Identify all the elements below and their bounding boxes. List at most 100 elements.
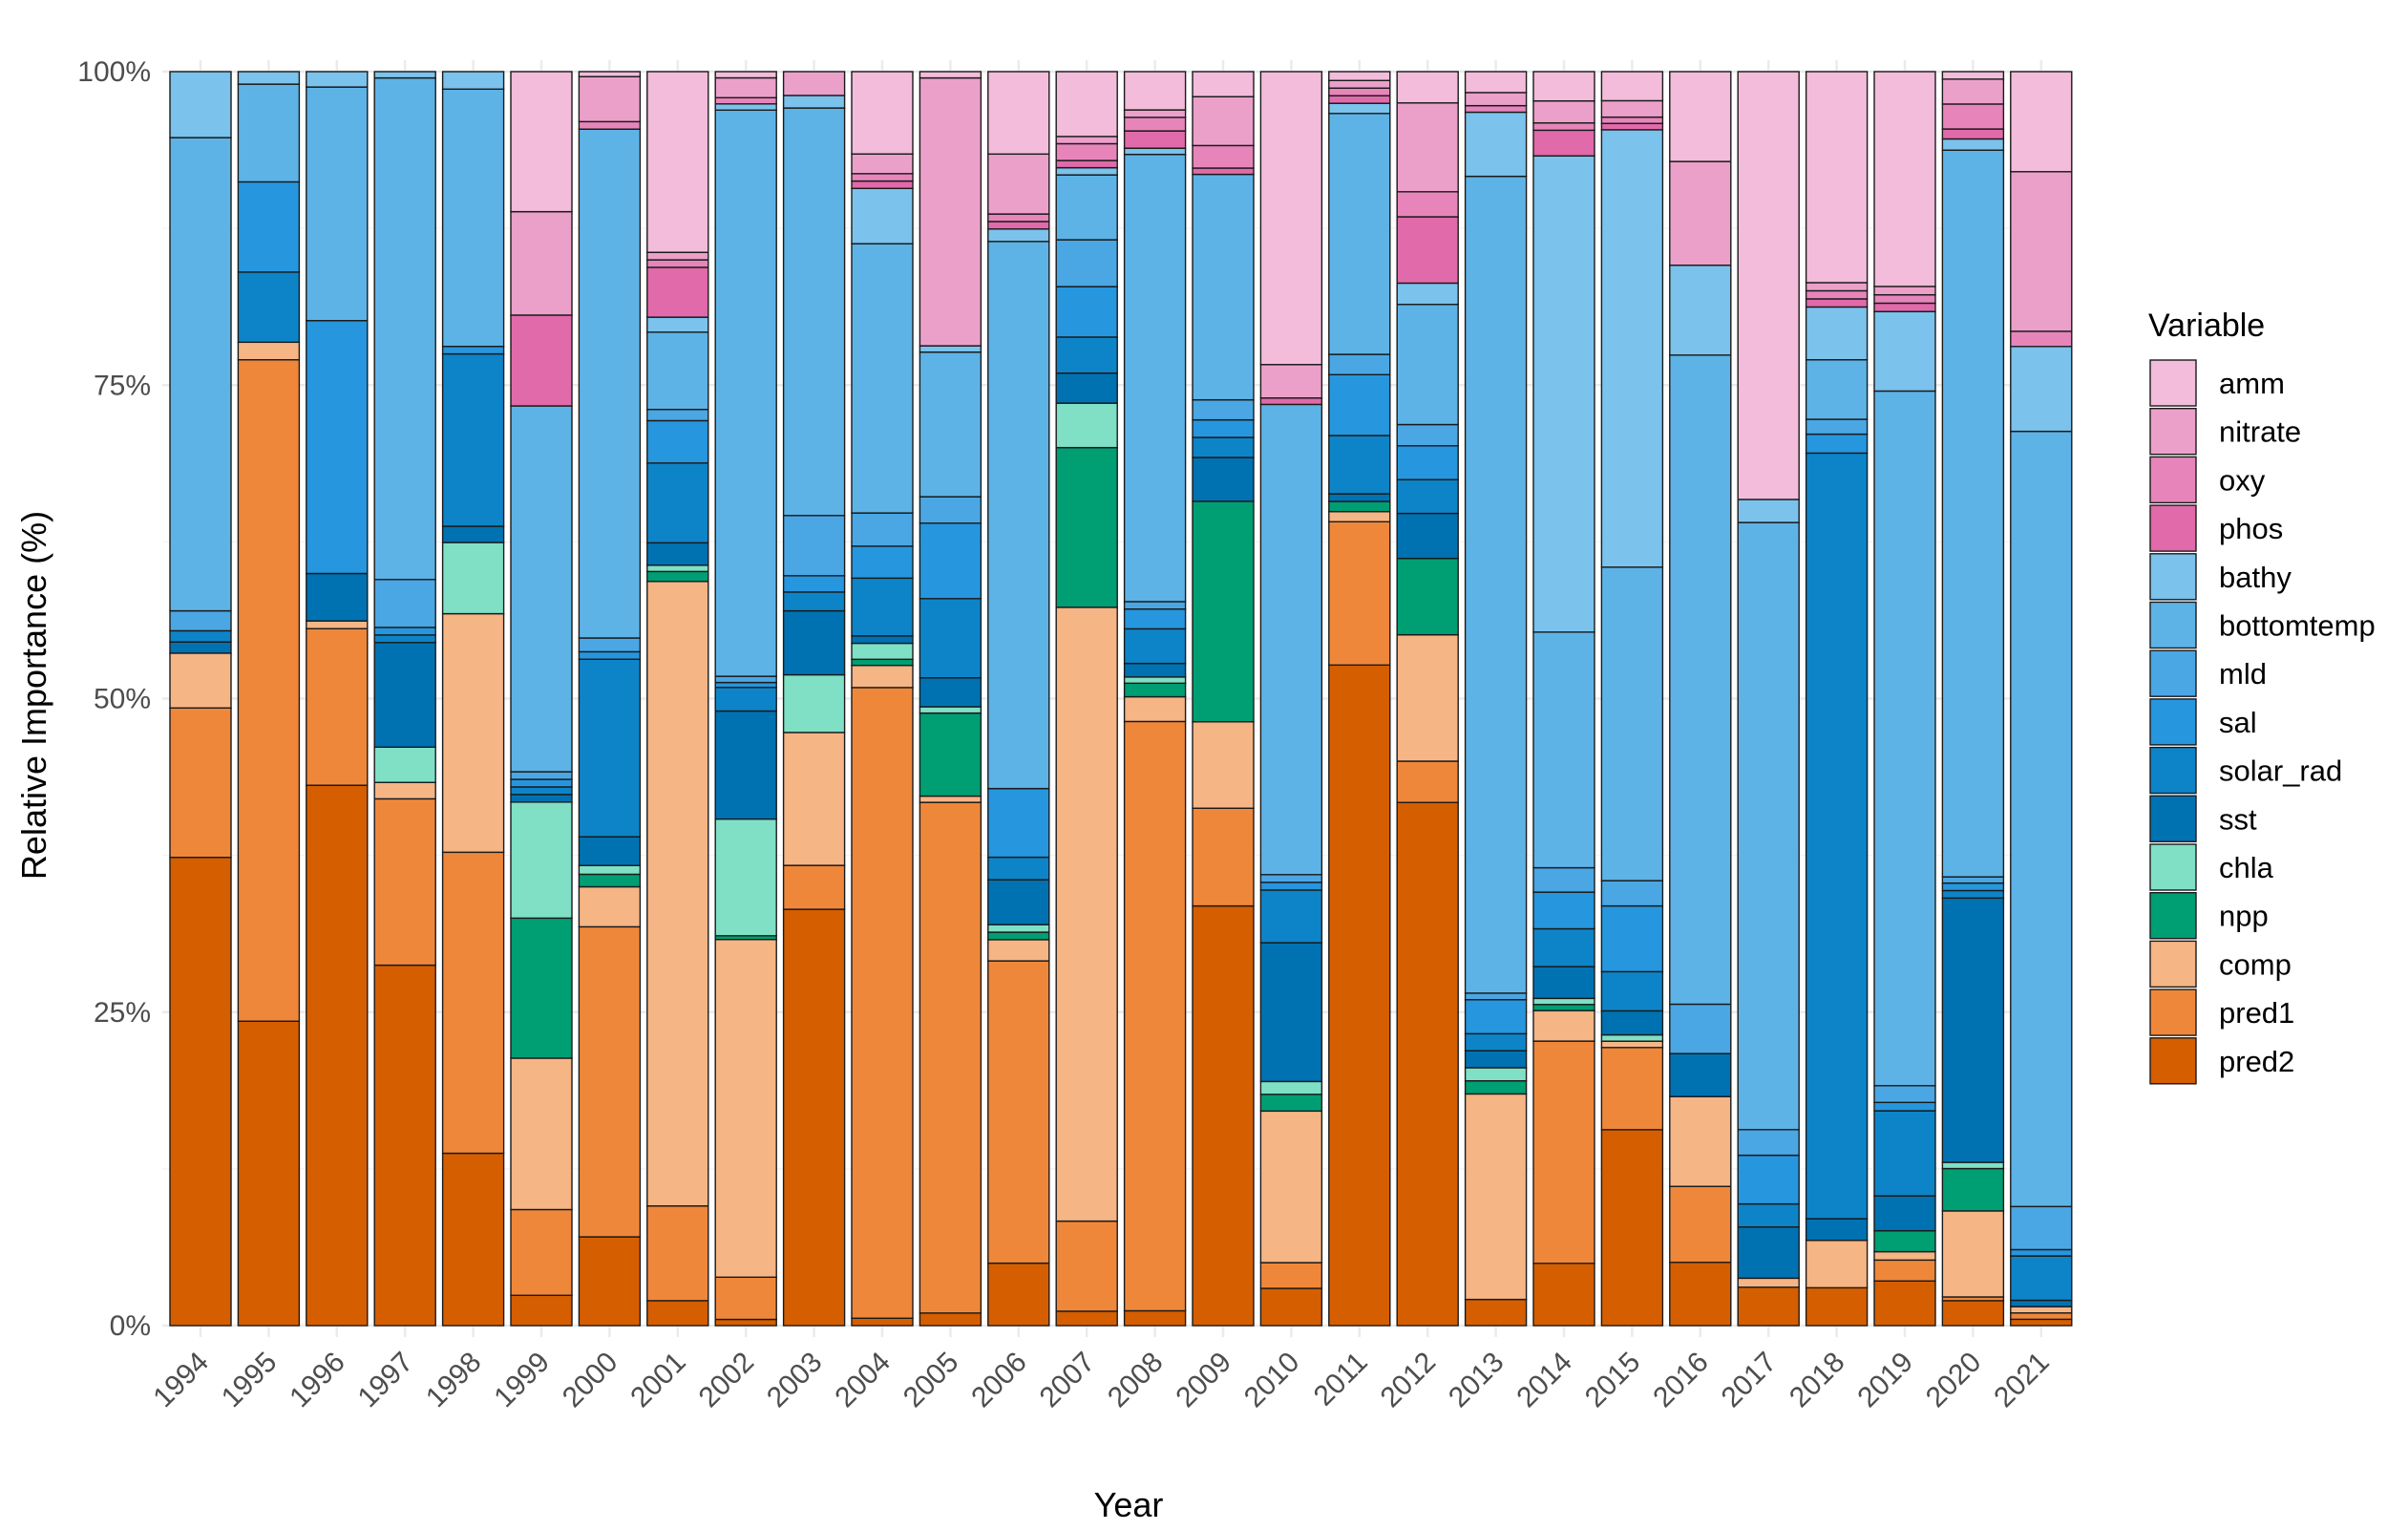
bar-segment-amm-2015 (1600, 71, 1664, 102)
bar-segment-bathy-2019 (1873, 310, 1936, 393)
bar-segment-pred2-1996 (306, 784, 369, 1327)
legend-label-bathy: bathy (2219, 561, 2292, 594)
bar-segment-bathy-2014 (1532, 155, 1595, 633)
bar-segment-oxy-2000 (578, 120, 642, 130)
bar-segment-pred2-2002 (714, 1318, 777, 1327)
bar-segment-comp-1995 (237, 341, 301, 361)
bar-segment-bottomtemp-1998 (441, 88, 505, 348)
bar-segment-chla-2002 (714, 818, 777, 937)
bar-segment-npp-2006 (987, 931, 1050, 941)
bar-segment-pred2-2004 (851, 1317, 914, 1327)
bar-segment-chla-2001 (646, 564, 709, 573)
bar-segment-bottomtemp-2020 (1941, 149, 2005, 878)
bar-segment-mld-2017 (1737, 1129, 1800, 1157)
bar-segment-pred1-2012 (1396, 760, 1459, 803)
bar-segment-bathy-2006 (987, 228, 1050, 243)
bar-segment-solar_rad-2014 (1532, 927, 1595, 967)
bar-segment-chla-2020 (1941, 1161, 2005, 1170)
bar-segment-amm-2002 (714, 71, 777, 79)
bar-segment-sal-2010 (1259, 882, 1323, 891)
bar-segment-chla-1997 (373, 746, 436, 783)
bar-segment-phos-2019 (1873, 302, 1936, 312)
bar-segment-sst-2019 (1873, 1195, 1936, 1232)
bar-segment-mld-2000 (578, 637, 642, 653)
bar-segment-bathy-2002 (714, 103, 777, 112)
bar-segment-oxy-2013 (1464, 104, 1528, 114)
bar-segment-amm-2014 (1532, 71, 1595, 102)
bar-segment-pred1-2016 (1669, 1185, 1732, 1264)
bar-segment-sst-2016 (1669, 1052, 1732, 1097)
bar-segment-solar_rad-2006 (987, 856, 1050, 881)
bar-segment-chla-2010 (1259, 1080, 1323, 1095)
bar-segment-oxy-2021 (2010, 330, 2073, 348)
bar-segment-sst-2004 (851, 635, 914, 645)
bar-segment-comp-1994 (169, 652, 232, 709)
bar-segment-npp-2001 (646, 570, 709, 583)
bar-segment-phos-2004 (851, 180, 914, 189)
legend-swatch-phos (2149, 504, 2197, 552)
bar-segment-chla-2014 (1532, 997, 1595, 1006)
legend-swatch-sst (2149, 795, 2197, 842)
legend-label-pred2: pred2 (2219, 1045, 2294, 1078)
bar-segment-pred1-2003 (782, 864, 846, 910)
bar-segment-sst-1994 (169, 641, 232, 654)
bar-segment-amm-2010 (1259, 71, 1323, 366)
bar-segment-bottomtemp-2010 (1259, 403, 1323, 876)
bar-segment-phos-2012 (1396, 216, 1459, 285)
bar-segment-nitrate-2010 (1259, 364, 1323, 399)
legend-swatch-solar_rad (2149, 746, 2197, 795)
bar-segment-mld-2007 (1055, 239, 1118, 287)
bar-segment-npp-2000 (578, 873, 642, 888)
bar-segment-nitrate-2012 (1396, 102, 1459, 193)
bar-segment-pred2-2005 (919, 1312, 982, 1327)
bar-segment-bottomtemp-1996 (306, 86, 369, 322)
bar-segment-oxy-2018 (1805, 289, 1869, 300)
bar-segment-chla-2013 (1464, 1067, 1528, 1082)
bar-segment-phos-2014 (1532, 129, 1595, 157)
bar-segment-phos-2007 (1055, 159, 1118, 169)
bar-segment-sst-2005 (919, 677, 982, 708)
bar-segment-phos-2015 (1600, 122, 1664, 131)
bar-segment-sst-2003 (782, 609, 846, 676)
bar-segment-oxy-2007 (1055, 142, 1118, 161)
bar-segment-bathy-1996 (306, 71, 369, 88)
bar-segment-pred2-2013 (1464, 1298, 1528, 1327)
bar-segment-chla-2000 (578, 864, 642, 876)
bar-segment-nitrate-2006 (987, 153, 1050, 215)
bar-segment-solar_rad-1994 (169, 629, 232, 643)
bar-segment-solar_rad-1999 (510, 786, 573, 796)
bar-segment-mld-2008 (1123, 601, 1187, 610)
bar-segment-comp-1997 (373, 781, 436, 800)
bar-segment-comp-2008 (1123, 695, 1187, 723)
bar-segment-sal-2008 (1123, 608, 1187, 630)
bar-segment-mld-2021 (2010, 1205, 2073, 1251)
bar-segment-bottomtemp-2006 (987, 241, 1050, 790)
bar-segment-comp-2016 (1669, 1095, 1732, 1187)
bar-segment-pred1-2007 (1055, 1220, 1118, 1312)
bar-segment-solar_rad-2001 (646, 462, 709, 544)
bar-segment-sst-1999 (510, 794, 573, 803)
bar-segment-pred1-2011 (1328, 521, 1391, 667)
legend-label-nitrate: nitrate (2219, 415, 2301, 449)
bar-segment-oxy-2009 (1192, 144, 1255, 169)
bar-segment-mld-1999 (510, 771, 573, 780)
legend-label-pred1: pred1 (2219, 996, 2294, 1030)
bar-segment-phos-2009 (1192, 167, 1255, 176)
bar-segment-sst-2020 (1941, 897, 2005, 1163)
bar-segment-chla-2006 (987, 924, 1050, 933)
bar-segment-pred2-2017 (1737, 1286, 1800, 1327)
bar-segment-mld-1997 (373, 579, 436, 628)
bar-segment-solar_rad-2000 (578, 658, 642, 838)
bar-segment-comp-2017 (1737, 1277, 1800, 1288)
bar-segment-sst-1996 (306, 572, 369, 622)
bar-segment-nitrate-2001 (646, 251, 709, 261)
bar-segment-bathy-2003 (782, 95, 846, 109)
bar-segment-nitrate-2004 (851, 153, 914, 175)
bar-segment-oxy-2020 (1941, 103, 2005, 130)
bar-segment-mld-2011 (1328, 353, 1391, 375)
bar-segment-bathy-2001 (646, 316, 709, 333)
bar-segment-sst-1998 (441, 525, 505, 543)
bar-segment-sal-2001 (646, 419, 709, 464)
bar-segment-solar_rad-2013 (1464, 1032, 1528, 1052)
bar-segment-solar_rad-2015 (1600, 970, 1664, 1012)
